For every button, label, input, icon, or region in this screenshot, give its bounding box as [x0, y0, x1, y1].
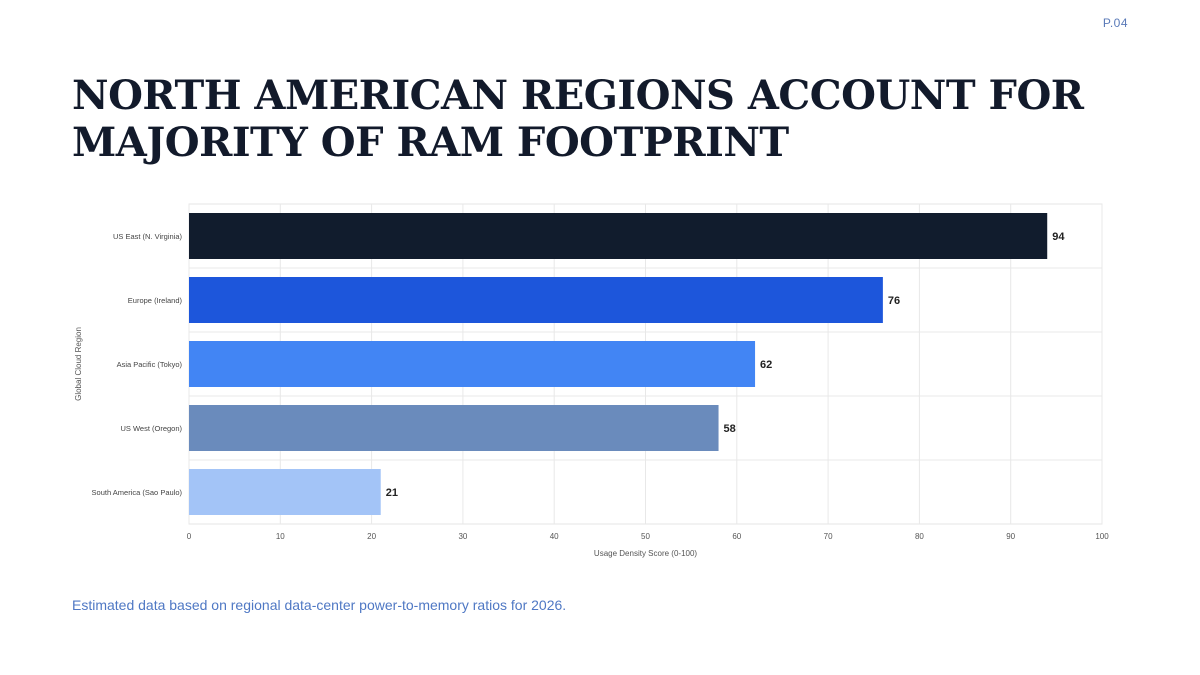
- x-tick-label: 40: [550, 532, 559, 541]
- x-tick-label: 30: [458, 532, 467, 541]
- footnote: Estimated data based on regional data-ce…: [72, 597, 567, 613]
- bar-value-label: 62: [760, 359, 772, 371]
- bar-value-label: 58: [724, 423, 736, 435]
- bar-value-label: 76: [888, 295, 900, 307]
- bar: [189, 213, 1048, 259]
- y-tick-label: Asia Pacific (Tokyo): [117, 360, 183, 369]
- x-tick-label: 10: [276, 532, 285, 541]
- y-tick-label: Europe (Ireland): [128, 296, 183, 305]
- x-tick-label: 50: [641, 532, 650, 541]
- y-axis-title: Global Cloud Region: [74, 327, 83, 401]
- x-tick-label: 100: [1095, 532, 1109, 541]
- page-title: NORTH AMERICAN REGIONS ACCOUNT FOR MAJOR…: [72, 72, 1084, 166]
- x-tick-label: 60: [732, 532, 741, 541]
- x-tick-label: 20: [367, 532, 376, 541]
- x-tick-label: 0: [187, 532, 192, 541]
- chart-svg: 0 10 20 30 40 50 60 70 80 90 100 US East (N. Virgin…: [74, 203, 1109, 558]
- x-tick-label: 90: [1006, 532, 1015, 541]
- page-number: P.04: [1102, 16, 1128, 30]
- bar-value-label: 21: [386, 487, 398, 499]
- bar-value-label: 94: [1052, 231, 1065, 243]
- y-tick-label: US East (N. Virginia): [113, 232, 183, 241]
- x-tick-label: 80: [915, 532, 924, 541]
- y-tick-label: South America (Sao Paulo): [92, 488, 183, 497]
- bar: [189, 469, 381, 515]
- y-tick-label: US West (Oregon): [120, 424, 182, 433]
- bar: [189, 277, 883, 323]
- x-tick-label: 70: [824, 532, 833, 541]
- bar-chart: 0 10 20 30 40 50 60 70 80 90 100 US East (N. Virgin…: [60, 196, 1120, 566]
- bar: [189, 341, 756, 387]
- x-axis-title: Usage Density Score (0-100): [594, 549, 697, 558]
- bar: [189, 405, 719, 451]
